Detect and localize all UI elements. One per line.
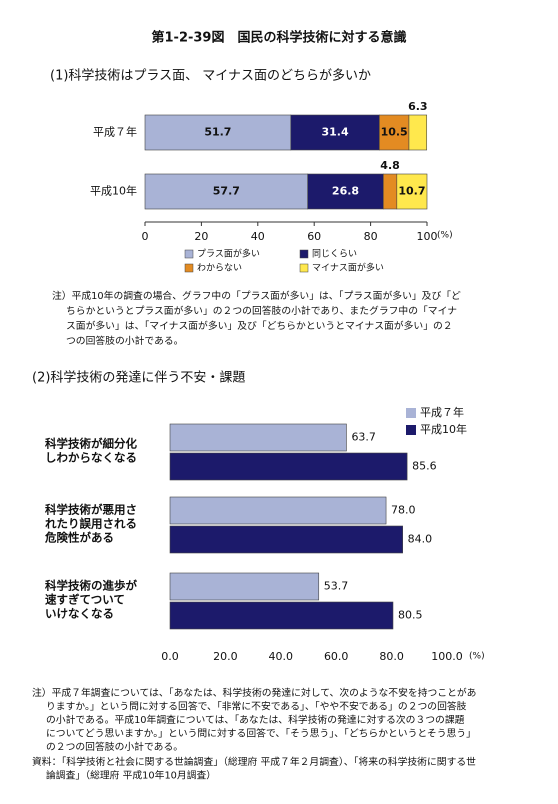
x-tick-label: 40.0	[269, 650, 294, 663]
x-tick-label: 20.0	[213, 650, 238, 663]
value-label: 10.5	[381, 126, 408, 139]
note-line: についてどう思いますか。」という問に対する回答で、「そう思う」、「どちらかという…	[46, 727, 476, 740]
x-tick-label: 80	[364, 230, 378, 243]
legend-swatch	[299, 249, 309, 259]
note-line: 資料：「科学技術と社会に関する世論調査」（総理府 平成７年２月調査）、「将来の科…	[32, 755, 476, 768]
legend-swatch	[184, 263, 194, 273]
bar	[169, 452, 408, 481]
y-tick-label: 科学技術が悪用さ	[45, 503, 137, 517]
bar-segment	[382, 173, 398, 210]
y-tick-label: 平成10年	[90, 184, 137, 198]
y-tick-label: いけなくなる	[45, 607, 114, 621]
bar	[169, 496, 387, 525]
bar-segment	[290, 114, 380, 151]
note-line: ちらかというとプラス面が多い」の２つの回答肢の小計であり、またグラフ中の「マイナ	[66, 304, 457, 317]
value-label: 84.0	[408, 533, 433, 546]
bar-segment	[144, 114, 292, 151]
bar-segment	[396, 173, 428, 210]
y-tick-label: 速すぎてついて	[45, 593, 125, 607]
bar-segment	[144, 173, 309, 210]
bar	[169, 423, 347, 452]
note-line: つの回答肢の小計である。	[66, 334, 183, 347]
x-tick-label: 0	[142, 230, 149, 243]
x-tick-label: 100.0	[431, 650, 463, 663]
y-tick-label: 平成７年	[93, 125, 137, 139]
legend-swatch	[299, 263, 309, 273]
bar	[169, 525, 403, 554]
legend-label: マイナス面が多い	[312, 262, 384, 274]
bar-segment	[307, 173, 384, 210]
value-label: 85.6	[412, 460, 437, 473]
y-tick-label: 科学技術が細分化	[45, 437, 137, 451]
legend-label: 平成10年	[420, 422, 467, 436]
value-label: 4.8	[380, 159, 400, 172]
x-tick-label: 20	[194, 230, 208, 243]
chart-title: (1)科学技術はプラス面、 マイナス面のどちらが多いか	[50, 68, 371, 84]
bar-segment	[379, 114, 410, 151]
note-line: の小計である。平成10年調査については、「あなたは、科学技術の発達に対する次の３…	[46, 713, 465, 726]
note-line: 注）平成10年の調査の場合、グラフ中の「プラス面が多い」は、「プラス面が多い」及…	[52, 289, 461, 302]
x-unit: (%)	[437, 231, 453, 241]
legend-label: 同じくらい	[312, 249, 357, 260]
x-tick-label: 60	[307, 230, 321, 243]
legend-label: プラス面が多い	[197, 248, 260, 260]
value-label: 63.7	[351, 431, 376, 444]
bar-segment	[408, 114, 428, 151]
y-tick-label: れたり誤用される	[45, 517, 137, 531]
chart-title: (2)科学技術の発達に伴う不安・課題	[32, 370, 245, 386]
x-tick-label: 60.0	[324, 650, 349, 663]
bar	[169, 601, 394, 630]
legend-swatch	[406, 425, 416, 435]
value-label: 31.4	[321, 126, 348, 139]
legend-label: わからない	[197, 263, 242, 274]
x-tick-label: 0.0	[161, 650, 179, 663]
note-line: の２つの回答肢の小計である。	[46, 740, 183, 753]
note-line: ス面が多い」は、「マイナス面が多い」及び「どちらかというとマイナス面が多い」の２	[66, 319, 453, 332]
value-label: 57.7	[213, 185, 240, 198]
value-label: 78.0	[391, 504, 416, 517]
x-tick-label: 80.0	[379, 650, 404, 663]
note-line: 論調査」（総理府 平成10年10月調査）	[46, 769, 216, 782]
y-tick-label: しわからなくなる	[45, 451, 137, 465]
value-label: 10.7	[398, 185, 425, 198]
legend-swatch	[184, 249, 194, 259]
page-title: 第1-2-39図 国民の科学技術に対する意識	[152, 30, 407, 46]
legend-swatch	[406, 408, 416, 418]
value-label: 6.3	[408, 100, 428, 113]
value-label: 53.7	[324, 580, 349, 593]
legend-label: 平成７年	[420, 405, 464, 419]
y-tick-label: 科学技術の進歩が	[45, 579, 137, 593]
x-unit: (%)	[469, 652, 485, 662]
x-tick-label: 40	[251, 230, 265, 243]
note-line: りますか。」という問に対する回答で、「非常に不安である」、「やや不安である」の２…	[46, 700, 467, 713]
x-tick-label: 100	[417, 230, 438, 243]
value-label: 26.8	[332, 185, 359, 198]
y-tick-label: 危険性がある	[44, 531, 114, 545]
note-line: 注）平成７年調査については、「あなたは、科学技術の発達に対して、次のような不安を…	[32, 686, 476, 699]
value-label: 51.7	[204, 126, 231, 139]
bar	[169, 572, 320, 601]
value-label: 80.5	[398, 609, 423, 622]
